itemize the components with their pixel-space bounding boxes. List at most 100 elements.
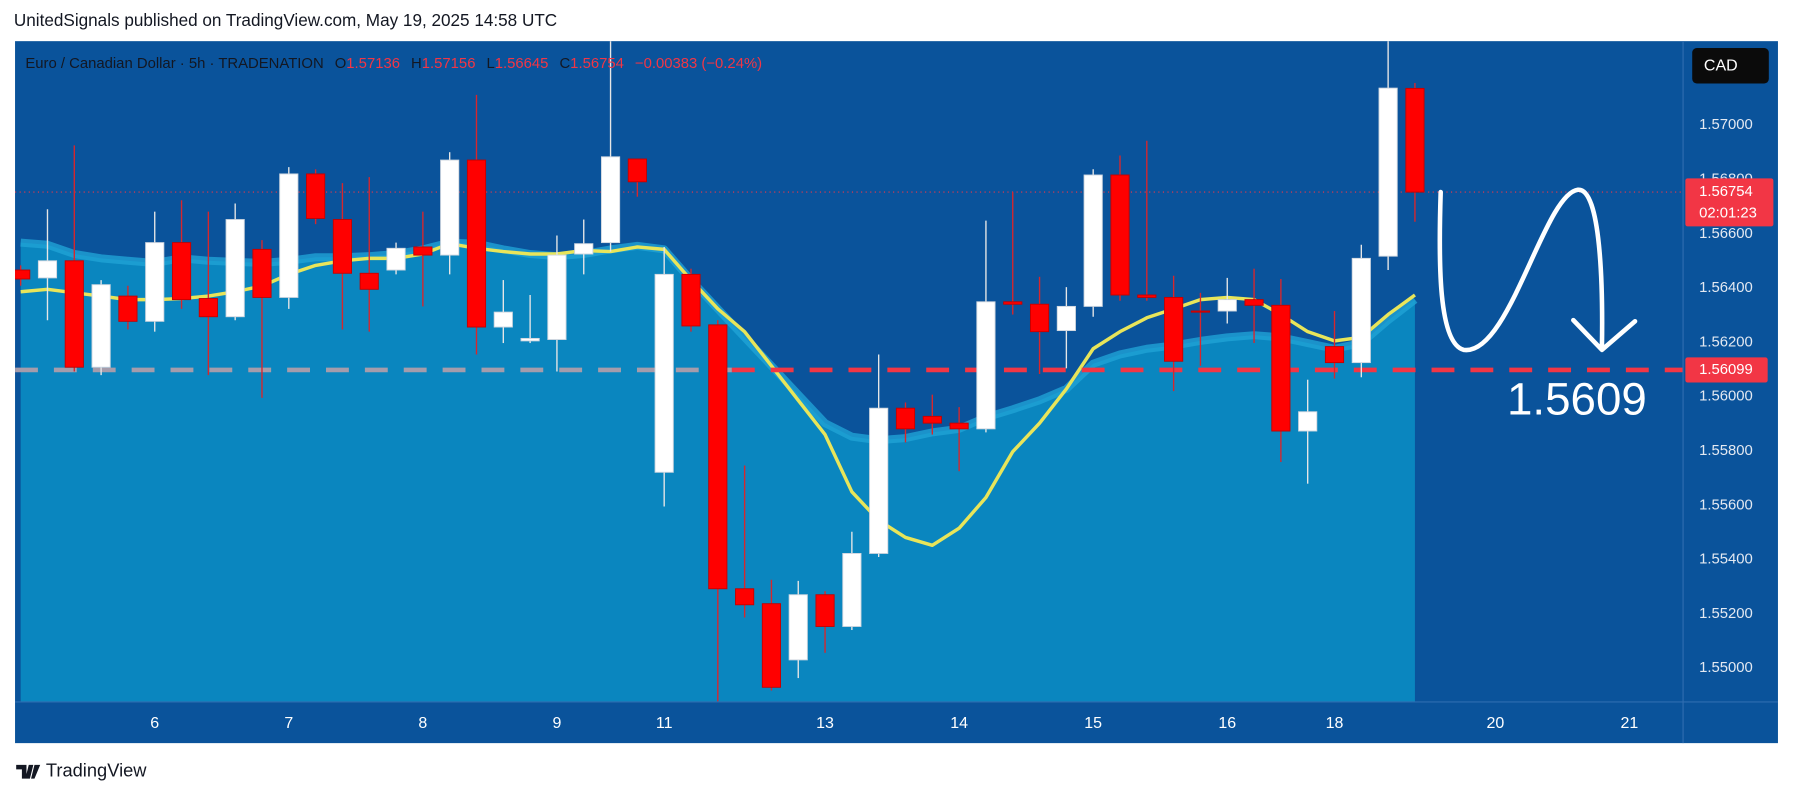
candle-body [627,158,647,183]
plot-area: 1.570001.568001.566001.564001.562001.560… [15,41,1778,744]
candle-body [1217,299,1237,312]
level-price-label: 1.56099 [1699,362,1753,378]
candle-body [708,324,728,590]
candle-body [145,242,165,322]
candle-body [1405,87,1425,193]
candle-body [1164,296,1184,362]
candle-body [681,273,701,327]
candle-body [520,337,540,342]
currency-box [1692,48,1769,84]
candle-body [922,415,942,424]
y-tick-label: 1.55800 [1699,443,1753,459]
legend-change: −0.00383 (−0.24%) [635,56,762,72]
candle-body [118,295,138,322]
candle-body [413,246,433,256]
candle-body [440,159,460,256]
x-tick-label: 13 [816,715,834,732]
candle-body [761,603,782,688]
candle-body [949,422,969,430]
candle-body [895,407,916,430]
x-tick-label: 21 [1621,715,1639,732]
candle-body [37,260,58,279]
candle-body [1378,87,1398,257]
y-tick-label: 1.56400 [1699,280,1753,296]
y-tick-label: 1.55400 [1699,552,1753,568]
annotation: 1.5609 [1507,374,1647,425]
x-tick-label: 14 [950,715,968,732]
currency: CAD [1704,58,1738,75]
candle-body [15,269,31,280]
legend-title: Euro / Canadian Dollar · 5h · TRADENATIO… [25,56,323,72]
candle-body [1137,294,1157,298]
candle-body [1244,299,1264,306]
legend-value: 1.57156 [422,56,476,72]
x-tick-label: 15 [1084,715,1102,732]
y-tick-label: 1.56200 [1699,334,1753,350]
candle-body [332,219,352,274]
candle-body [91,284,111,368]
candle-body [306,173,326,219]
x-tick-label: 7 [284,715,293,732]
candle-body [1298,411,1318,432]
last-price-label: 1.56754 [1699,184,1753,200]
candle-body [466,159,487,328]
y-tick-label: 1.56600 [1699,226,1753,242]
brand-logo [16,764,41,779]
candle-body [1190,310,1211,313]
x-tick-label: 6 [150,715,159,732]
candle-body [279,173,299,298]
legend-value: 1.56754 [570,56,624,72]
candle-body [1083,174,1103,307]
chart-legend: Euro / Canadian Dollar · 5h · TRADENATIO… [25,56,762,72]
candle-body [869,407,889,554]
candle-body [1271,304,1291,432]
brand-name: TradingView [46,760,147,781]
candle-body [1110,174,1130,296]
y-tick-label: 1.56000 [1699,389,1753,405]
y-tick-label: 1.57000 [1699,117,1753,133]
candle-body [654,273,674,473]
candle-body [359,272,379,290]
candle-body [1351,257,1371,364]
publish-header: UnitedSignals published on TradingView.c… [14,10,557,30]
level-price-box [1685,357,1768,383]
x-tick-label: 9 [552,715,561,732]
x-tick-label: 11 [656,715,673,732]
candle-body [976,301,996,430]
candle-body [64,260,84,368]
x-tick-label: 16 [1218,715,1236,732]
series-layer [15,41,1684,702]
candle-body [493,311,513,328]
legend-value: 1.56645 [495,56,549,72]
candle-body [1324,346,1345,364]
legend-key: H [411,56,422,72]
candle-body [842,553,862,627]
hand-drawn-arrow [1437,187,1638,353]
candle-body [788,594,808,661]
candle-body [1056,305,1076,332]
x-tick-label: 20 [1486,715,1504,732]
countdown: 02:01:23 [1699,206,1757,222]
x-tick-label: 18 [1326,715,1344,732]
legend-key: C [559,56,570,72]
legend-key: L [486,56,494,72]
x-tick-label: 8 [418,715,427,732]
candle-body [815,594,835,627]
candle-body [198,298,218,318]
legend-value: 1.57136 [346,56,400,72]
candle-body [1029,303,1050,333]
candle-body [600,156,621,244]
candle-body [386,247,406,271]
legend-key: O [335,56,347,72]
candle-body [225,219,245,318]
candle-body [252,248,272,298]
y-tick-label: 1.55200 [1699,606,1753,622]
y-tick-label: 1.55000 [1699,660,1753,676]
candle-body [574,243,594,255]
candle-body [171,242,192,301]
candle-body [1003,301,1023,305]
last-price-box [1685,178,1774,227]
candle-body [547,254,567,340]
